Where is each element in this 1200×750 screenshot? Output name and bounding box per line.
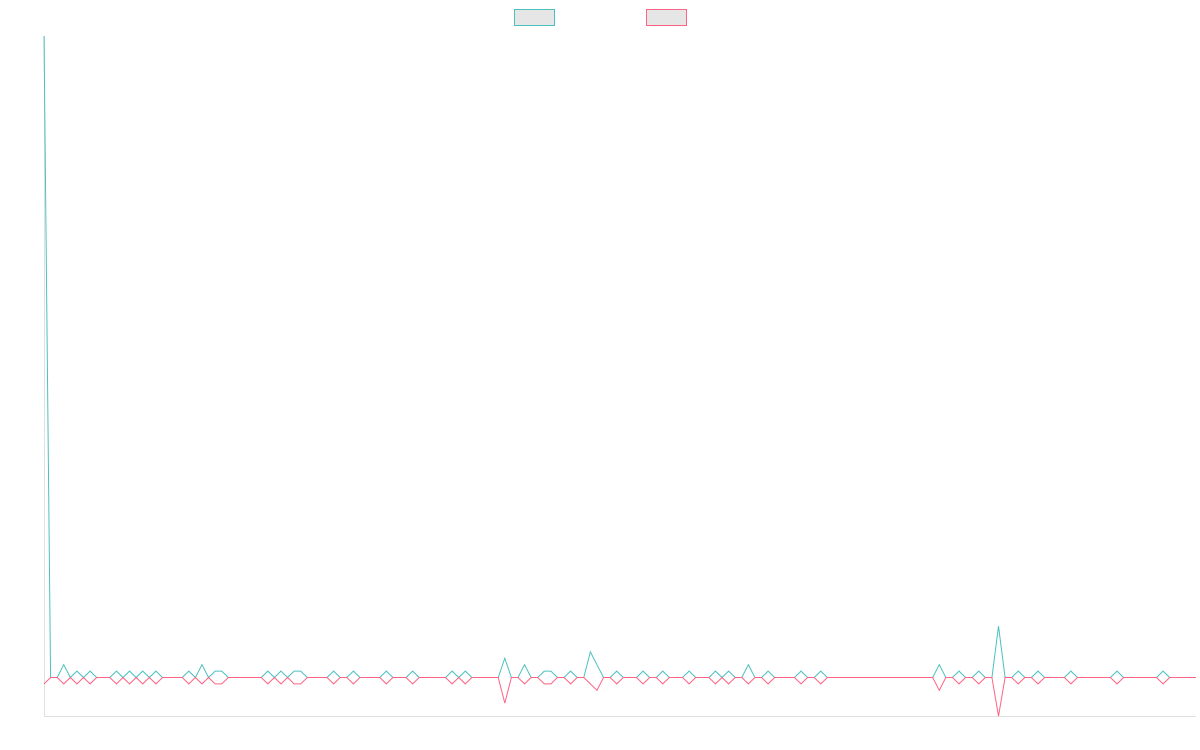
series-layer — [43, 35, 1196, 717]
legend-swatch-2[interactable] — [646, 9, 687, 26]
series-line-1 — [43, 35, 1196, 679]
legend-item-2[interactable] — [646, 9, 687, 26]
legend-item-1[interactable] — [514, 9, 555, 26]
series-line-2 — [43, 676, 1196, 717]
chart-legend[interactable] — [514, 9, 687, 26]
legend-swatch-1[interactable] — [514, 9, 555, 26]
